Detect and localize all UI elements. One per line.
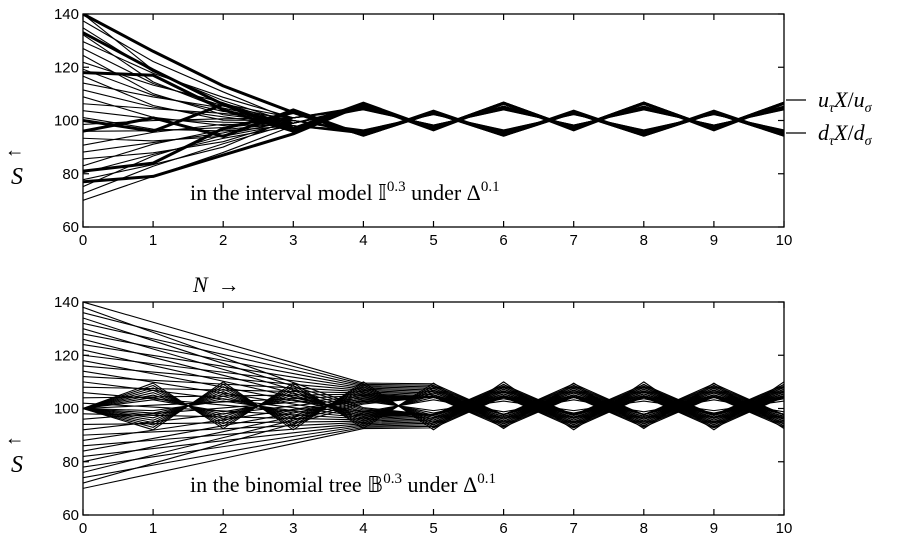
x-tick-label: 2 [219,520,227,537]
y-axis-label-top: S [11,164,23,190]
interval-model-ticks: 0 1 2 3 4 5 6 7 8 9 10 60 80 100 120 140 [54,6,792,249]
binomial-mesh-line [83,393,784,419]
x-tick-label: 9 [710,520,718,537]
binomial-mesh-line [83,388,784,424]
x-tick-label: 5 [429,520,437,537]
y-tick-label: 80 [62,166,79,183]
binomial-mesh-line [83,383,784,428]
binomial-mesh-line [83,395,784,416]
upper-bound-label: uτX/uσ [818,87,873,116]
interval-path-line [83,20,784,131]
interval-model-plot-area [83,14,784,201]
binomial-mesh-line [83,400,784,412]
x-tick-label: 7 [570,232,578,249]
y-axis-arrow-top: ↑ [3,148,25,158]
x-tick-label: 4 [359,232,367,249]
binomial-mesh-line [83,381,784,431]
x-tick-label: 2 [219,232,227,249]
binomial-mesh-line [83,387,784,425]
y-axis-label-bottom: S [11,452,23,478]
binomial-tree-plot-area [83,302,784,489]
binomial-mesh-line [83,390,784,421]
binomial-tree-ticks: 0 1 2 3 4 5 6 7 8 9 10 60 80 100 120 140 [54,294,792,537]
x-tick-label: 8 [640,520,648,537]
y-tick-label: 60 [62,507,79,524]
binomial-mesh-line [83,384,784,427]
y-tick-label: 100 [54,113,79,130]
binomial-mesh-line [83,389,784,422]
x-tick-label: 4 [359,520,367,537]
y-tick-label: 120 [54,347,79,364]
x-tick-label: 10 [776,232,793,249]
y-tick-label: 100 [54,401,79,418]
y-tick-label: 60 [62,219,79,236]
x-tick-label: 0 [79,520,87,537]
x-tick-label: 6 [499,520,507,537]
binomial-mesh-line [83,398,784,414]
y-tick-label: 140 [54,6,79,23]
x-tick-label: 3 [289,520,297,537]
lower-bound-label: dτX/dσ [818,120,873,149]
binomial-tree-annotation: in the binomial tree 𝔹0.3 under Δ0.1 [190,471,496,497]
binomial-tree-panel: 0 1 2 3 4 5 6 7 8 9 10 60 80 100 120 140 in the binomia… [3,294,792,537]
binomial-mesh-line [83,382,784,430]
binomial-mesh-line [83,386,784,426]
x-tick-label: 5 [429,232,437,249]
x-tick-label: 10 [776,520,793,537]
interval-extreme-path [83,109,784,173]
binomial-mesh-line [83,399,784,413]
x-tick-label: 7 [570,520,578,537]
x-axis-label: N → [192,272,240,297]
x-tick-label: 3 [289,232,297,249]
y-tick-label: 140 [54,294,79,311]
binomial-mesh-line [83,394,784,418]
x-tick-label: 8 [640,232,648,249]
x-tick-label: 1 [149,520,157,537]
x-tick-label: 6 [499,232,507,249]
interval-model-panel: 0 1 2 3 4 5 6 7 8 9 10 60 80 100 120 140 in the interva… [3,6,873,249]
y-axis-arrow-bottom: ↑ [3,436,25,446]
y-tick-label: 80 [62,454,79,471]
interval-model-annotation: in the interval model 𝕀0.3 under Δ0.1 [190,179,500,205]
y-tick-label: 120 [54,59,79,76]
binomial-mesh-line [83,392,784,420]
x-tick-label: 0 [79,232,87,249]
interval-extreme-path [83,101,784,184]
x-tick-label: 9 [710,232,718,249]
binomial-mesh-line [83,396,784,415]
x-tick-label: 1 [149,232,157,249]
